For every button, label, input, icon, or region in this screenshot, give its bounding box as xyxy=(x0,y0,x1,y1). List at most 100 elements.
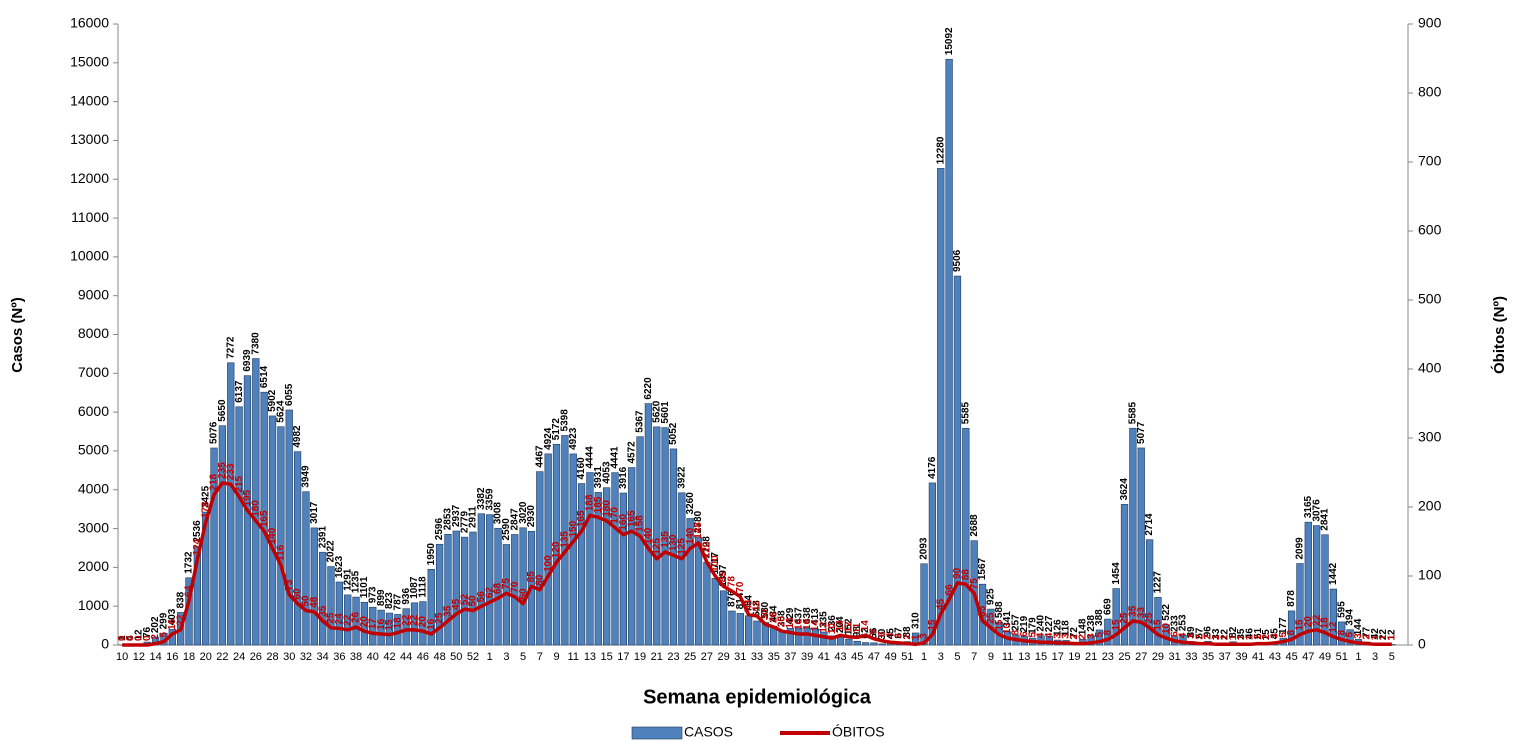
line-value-label: 135 xyxy=(560,531,571,548)
line-value-label: 8 xyxy=(1336,629,1347,635)
line-value-label: 2 xyxy=(1069,634,1080,640)
line-value-label: 0 xyxy=(142,635,153,641)
line-value-label: 130 xyxy=(668,534,679,551)
y-tick-label: 12000 xyxy=(70,170,109,186)
y-tick-label: 0 xyxy=(101,636,109,652)
line-value-label: 150 xyxy=(568,520,579,537)
bar xyxy=(669,448,678,646)
bar-value-label: 4444 xyxy=(585,446,596,469)
x-tick-label: 15 xyxy=(1035,651,1047,663)
x-tick-label: 49 xyxy=(1319,651,1331,663)
line-value-label: 56 xyxy=(476,591,487,603)
x-tick-label: 21 xyxy=(1085,651,1097,663)
line-value-label: 3 xyxy=(1086,633,1097,639)
bar-value-label: 823 xyxy=(384,592,395,609)
y2-tick-label: 900 xyxy=(1418,15,1442,31)
bar-value-label: 3020 xyxy=(518,501,529,524)
bar-value-label: 15 xyxy=(1261,629,1272,641)
bar xyxy=(678,492,686,646)
bar-value-label: 1717 xyxy=(710,552,721,575)
bar-value-label: 253 xyxy=(1178,614,1189,631)
bar xyxy=(1104,618,1112,646)
line-value-label: 160 xyxy=(618,513,629,530)
line-value-label: 15 xyxy=(1295,619,1306,631)
line-value-label: 2 xyxy=(1361,634,1372,640)
bar xyxy=(594,492,602,646)
line-value-label: 62 xyxy=(484,587,495,599)
line-value-label: 45 xyxy=(451,598,462,610)
line-value-label: 15 xyxy=(994,619,1005,631)
line-value-label: 15 xyxy=(1111,619,1122,631)
bar xyxy=(268,415,277,646)
bar-value-label: 2391 xyxy=(317,526,328,549)
line-value-label: 0 xyxy=(117,635,128,641)
line-value-label: 20 xyxy=(777,616,788,628)
y-tick-label: 16000 xyxy=(70,15,109,31)
x-tick-label: 46 xyxy=(417,651,429,663)
legend-swatch xyxy=(631,726,683,740)
x-tick-label: 5 xyxy=(954,651,960,663)
bar-value-label: 310 xyxy=(910,612,921,629)
line-value-label: 70 xyxy=(735,581,746,593)
bar xyxy=(511,534,519,646)
bar xyxy=(745,615,753,646)
x-tick-label: 33 xyxy=(751,651,763,663)
line-value-label: 20 xyxy=(1303,616,1314,628)
y2-tick-label: 100 xyxy=(1418,567,1442,583)
line-value-label: 158 xyxy=(635,515,646,532)
x-tick-label: 33 xyxy=(1185,651,1197,663)
bar-value-label: 3624 xyxy=(1119,478,1130,501)
bar xyxy=(686,518,694,646)
y-tick-label: 3000 xyxy=(78,519,109,535)
x-tick-label: 30 xyxy=(283,651,295,663)
line-value-label: 52 xyxy=(459,594,470,606)
bar-value-label: 45 xyxy=(1270,628,1281,640)
line-value-label: 5 xyxy=(1345,632,1356,638)
bar-value-label: 5052 xyxy=(668,422,679,445)
bar-value-label: 51 xyxy=(1253,627,1264,639)
bar-value-label: 5624 xyxy=(276,400,287,423)
bar-value-label: 67 xyxy=(894,627,905,639)
y-tick-label: 5000 xyxy=(78,442,109,458)
bar xyxy=(385,612,394,646)
x-tick-label: 27 xyxy=(1135,651,1147,663)
bar-value-label: 5398 xyxy=(560,409,571,432)
line-value-label: 2 xyxy=(1253,634,1264,640)
y-tick-label: 14000 xyxy=(70,92,109,108)
bar-value-label: 4053 xyxy=(601,461,612,484)
line-value-label: 8 xyxy=(1286,629,1297,635)
bar-value-label: 1454 xyxy=(1111,562,1122,585)
x-tick-label: 16 xyxy=(166,651,178,663)
bar-value-label: 1 xyxy=(117,635,128,641)
bar-value-label: 3008 xyxy=(493,502,504,525)
bar-value-label: 88 xyxy=(902,626,913,638)
bar-value-label: 1397 xyxy=(718,564,729,587)
line-value-label: 4 xyxy=(1036,632,1047,638)
bar-value-label: 413 xyxy=(810,608,821,625)
line-value-label: 90 xyxy=(952,567,963,579)
bar-value-label: 394 xyxy=(1345,609,1356,626)
line-value-label: 16 xyxy=(376,618,387,630)
bar-value-label: 2714 xyxy=(1144,513,1155,536)
x-tick-label: 37 xyxy=(1219,651,1231,663)
line-value-label: 22 xyxy=(342,614,353,626)
bar-value-label: 9506 xyxy=(952,249,963,272)
y-tick-label: 7000 xyxy=(78,364,109,380)
line-value-label: 20 xyxy=(418,616,429,628)
x-tick-label: 35 xyxy=(768,651,780,663)
bar xyxy=(293,451,302,646)
line-value-label: 85 xyxy=(718,571,729,583)
bar xyxy=(577,483,586,646)
bar-value-label: 2853 xyxy=(443,508,454,531)
line-value-label: 50 xyxy=(468,595,479,607)
bar-value-label: 2688 xyxy=(969,514,980,537)
x-tick-label: 29 xyxy=(717,651,729,663)
bar-value-label: 5601 xyxy=(660,401,671,424)
bar xyxy=(1346,629,1354,646)
bar-value-label: 3916 xyxy=(618,466,629,489)
bar-value-label: 233 xyxy=(1169,615,1180,632)
bar xyxy=(1145,539,1154,646)
line-value-label: 60 xyxy=(518,588,529,600)
bar-value-label: 4924 xyxy=(543,427,554,450)
bar-value-label: 1442 xyxy=(1328,562,1339,585)
